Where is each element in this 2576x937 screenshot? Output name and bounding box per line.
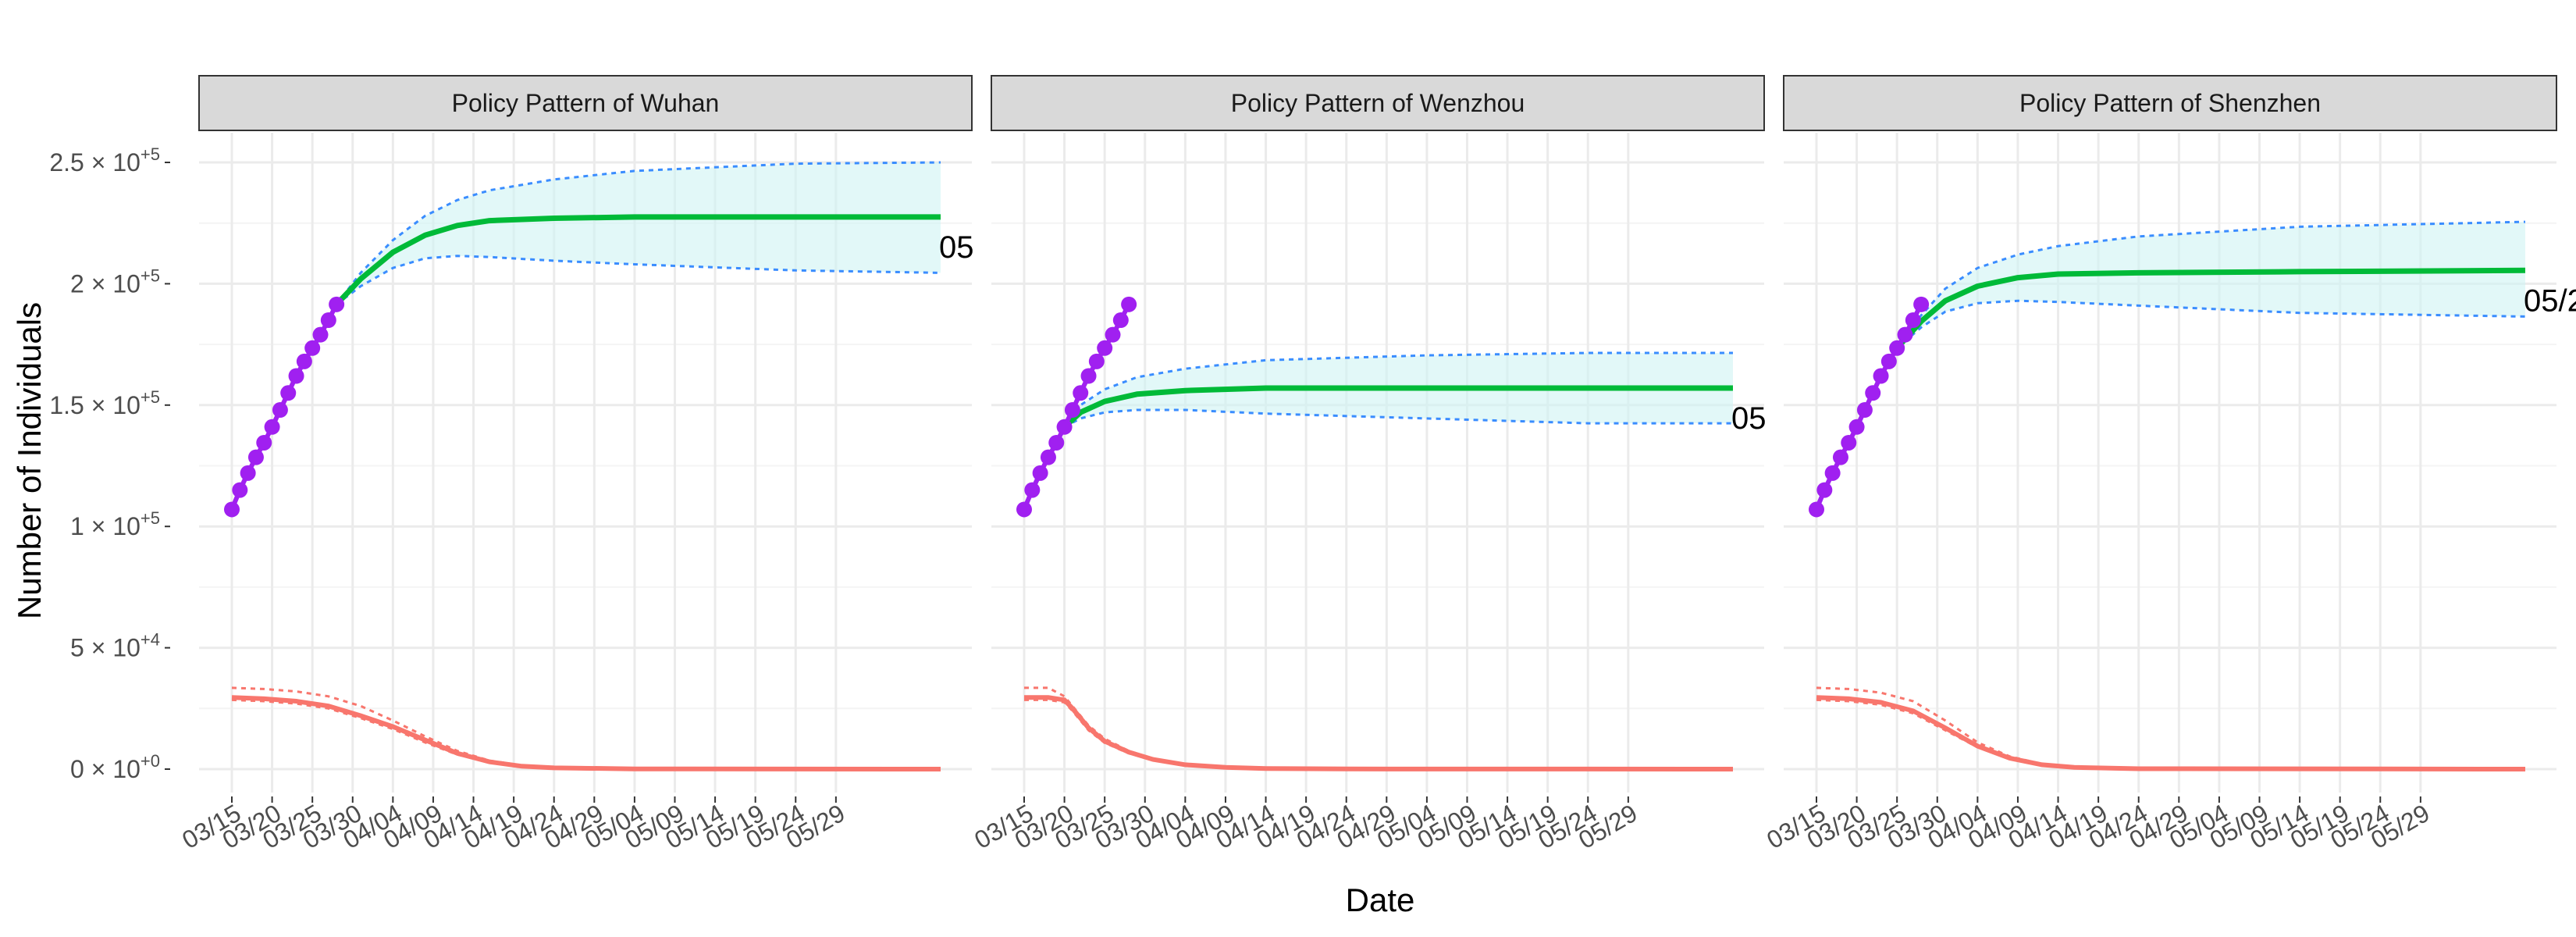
y-tick-label: 2 × 10+5: [70, 265, 160, 297]
plot-area: [1016, 296, 1734, 771]
facet-strip: [991, 75, 1765, 131]
observed-point: [312, 326, 329, 343]
observed-point: [256, 434, 272, 451]
observed-point: [1088, 353, 1105, 369]
gridlines: [991, 133, 1764, 793]
observed-point: [224, 501, 240, 518]
confidence-band: [336, 162, 941, 305]
panel-2: Policy Pattern of Wenzhou0503/1503/2003/…: [970, 75, 1767, 854]
observed-point: [247, 449, 264, 465]
observed-point: [1040, 449, 1056, 465]
end-label: 05/2: [2524, 283, 2576, 318]
observed-point: [296, 353, 312, 369]
active-upper-line: [1024, 686, 1734, 771]
observed-point: [1105, 326, 1121, 343]
observed-point: [1073, 385, 1089, 401]
observed-point: [1032, 465, 1048, 481]
y-axis-title: Number of Individuals: [11, 302, 48, 619]
observed-point: [1121, 296, 1137, 312]
lower-bound-line: [1896, 299, 2526, 349]
observed-point: [1856, 402, 1873, 419]
active-lower-line: [1816, 698, 2526, 771]
observed-point: [272, 402, 288, 419]
observed-point: [1809, 501, 1824, 518]
active-line: [231, 695, 941, 771]
upper-bound-line: [1063, 351, 1733, 428]
observed-point: [240, 465, 256, 481]
confidence-band: [1897, 222, 2525, 348]
observed-point: [1913, 296, 1930, 312]
panel-1: Policy Pattern of Wuhan0503/1503/2003/25…: [177, 75, 974, 854]
observed-point: [1865, 385, 1881, 401]
plot-area: [1809, 220, 2526, 771]
facet-strip: [198, 75, 973, 131]
active-lower-line: [1024, 698, 1734, 771]
active-line: [1024, 695, 1734, 771]
observed-point: [280, 385, 297, 401]
observed-point: [1064, 402, 1080, 419]
active-upper-line: [231, 686, 941, 771]
observed-point: [264, 419, 280, 435]
observed-point: [1112, 312, 1129, 329]
observed-point: [1097, 340, 1113, 356]
predicted-line: [1062, 385, 1733, 429]
panel-3: Policy Pattern of Shenzhen05/203/1503/20…: [1762, 75, 2576, 854]
observed-point: [1841, 434, 1857, 451]
observed-point: [1824, 465, 1841, 481]
y-tick-label: 1.5 × 10+5: [49, 387, 160, 419]
facet-title: Policy Pattern of Wenzhou: [1231, 89, 1525, 117]
y-tick-label: 0 × 10+0: [70, 751, 160, 783]
observed-point: [1880, 353, 1897, 369]
lower-bound-line: [336, 255, 941, 305]
observed-point: [1905, 312, 1921, 329]
observed-point: [1816, 482, 1833, 498]
observed-point: [1080, 368, 1097, 384]
active-line: [1816, 695, 2526, 771]
plot-area: [224, 161, 941, 771]
upper-bound-line: [335, 161, 941, 305]
facet-title: Policy Pattern of Wuhan: [452, 89, 720, 117]
observed-point: [329, 296, 345, 312]
x-axis-title: Date: [1346, 882, 1415, 918]
observed-point: [1848, 419, 1865, 435]
observed-point: [1024, 482, 1041, 498]
observed-point: [1873, 368, 1889, 384]
y-tick-label: 2.5 × 10+5: [49, 144, 160, 176]
predicted-line: [334, 214, 941, 307]
predicted-line: [1895, 267, 2526, 351]
observed-point: [320, 312, 336, 329]
observed-point: [304, 340, 321, 356]
observed-point: [1897, 326, 1913, 343]
y-tick-label: 5 × 10+4: [70, 630, 160, 662]
observed-point: [232, 482, 248, 498]
lower-bound-line: [1063, 408, 1733, 429]
observed-point: [1832, 449, 1848, 465]
active-upper-line: [1816, 686, 2526, 771]
y-tick-label: 1 × 10+5: [70, 508, 160, 540]
observed-point: [1889, 340, 1905, 356]
end-label: 05: [939, 230, 974, 265]
end-label: 05: [1731, 401, 1767, 436]
facet-title: Policy Pattern of Shenzhen: [2019, 89, 2321, 117]
facet-strip: [1783, 75, 2557, 131]
observed-point: [1056, 419, 1073, 435]
observed-point: [288, 368, 304, 384]
observed-point: [1016, 501, 1032, 518]
upper-bound-line: [1895, 220, 2526, 349]
observed-point: [1048, 434, 1065, 451]
